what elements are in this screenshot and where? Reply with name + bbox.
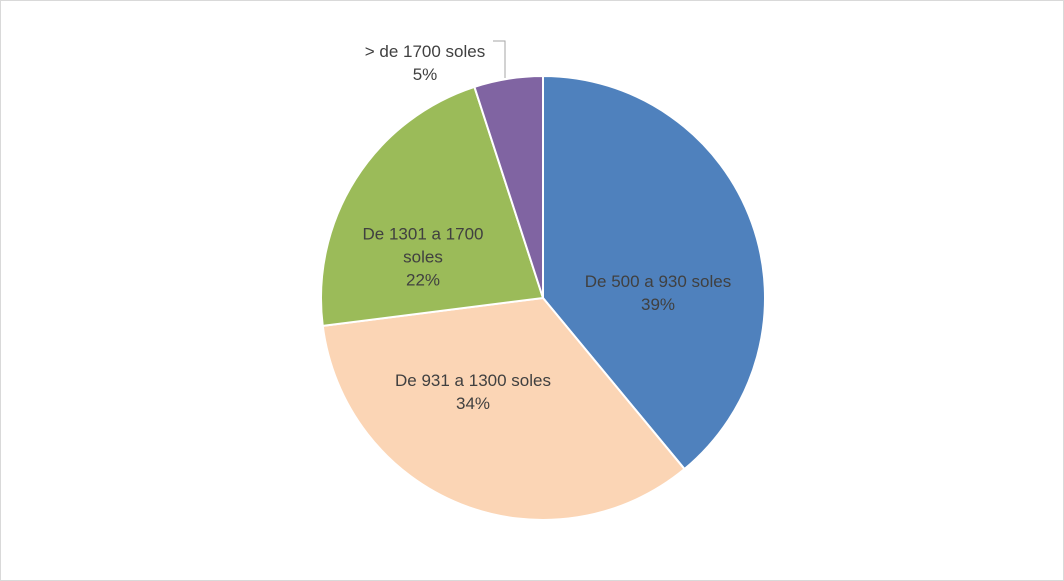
leader-line xyxy=(493,40,506,78)
category-label: De 1301 a 1700 soles xyxy=(362,224,484,267)
value-label: 39% xyxy=(640,295,676,314)
category-label: De 500 a 930 soles xyxy=(584,272,732,291)
pie-slice xyxy=(321,296,686,521)
data-label: De 1301 a 1700 soles 22% xyxy=(348,223,498,292)
pie-slice xyxy=(320,85,545,327)
category-label: > de 1700 soles xyxy=(364,42,486,61)
value-label: 5% xyxy=(412,65,438,84)
data-label: > de 1700 soles 5% xyxy=(325,40,525,86)
value-label: 34% xyxy=(455,394,491,413)
category-label: De 931 a 1300 soles xyxy=(395,371,551,390)
pie-slice xyxy=(473,74,544,299)
data-label: De 931 a 1300 soles 34% xyxy=(373,369,573,415)
data-label: De 500 a 930 soles 39% xyxy=(558,270,758,316)
value-label: 22% xyxy=(405,270,441,290)
pie-slice xyxy=(542,74,766,471)
